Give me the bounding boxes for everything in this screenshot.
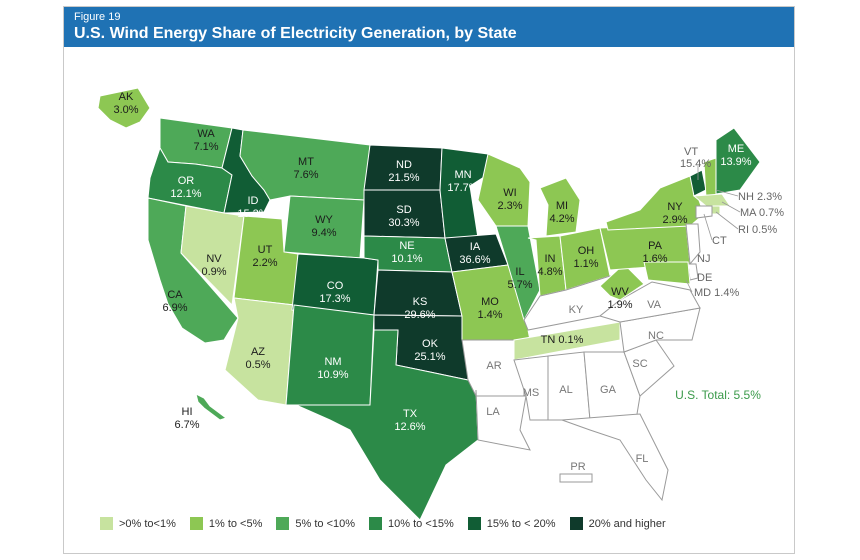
state-label-ar: AR	[486, 360, 501, 372]
state-label-or: OR 12.1%	[170, 175, 201, 200]
leader-line-nh	[715, 189, 739, 197]
state-label-ga: GA	[600, 384, 617, 396]
state-label-sc: SC	[632, 358, 647, 370]
state-label-al: AL	[559, 384, 572, 396]
state-label-ca: CA 6.9%	[162, 289, 187, 314]
state-ny	[605, 175, 705, 231]
leader-line-ri	[715, 211, 739, 230]
state-label-mi: MI 4.2%	[549, 200, 574, 225]
state-label-hi: HI 6.7%	[174, 406, 199, 431]
title-banner: Figure 19 U.S. Wind Energy Share of Elec…	[64, 7, 794, 47]
state-tx	[295, 329, 479, 521]
state-nm	[285, 304, 375, 406]
state-label-ne: NE 10.1%	[391, 240, 422, 265]
figure-number: Figure 19	[74, 11, 121, 23]
state-label-mt: MT 7.6%	[293, 156, 318, 181]
legend-item-c3: 10% to <15%	[369, 517, 454, 530]
state-ct	[695, 205, 713, 219]
leader-line-md	[685, 279, 693, 293]
state-label-pr: PR	[570, 461, 585, 473]
state-label-wv: WV 1.9%	[607, 286, 632, 311]
state-label-ak: AK 3.0%	[113, 91, 138, 116]
state-label-ny: NY 2.9%	[662, 201, 687, 226]
state-label-me: ME 13.9%	[720, 143, 751, 168]
state-label-vt: VT 15.4%	[680, 146, 711, 170]
us-total-label: U.S. Total: 5.5%	[675, 388, 761, 402]
state-label-nd: ND 21.5%	[388, 159, 419, 184]
state-label-tn: TN 0.1%	[541, 334, 584, 346]
state-tn	[513, 321, 621, 361]
state-label-ky: KY	[569, 304, 584, 316]
state-me	[715, 127, 761, 195]
state-label-md: MD 1.4%	[694, 287, 739, 299]
state-label-pa: PA 1.6%	[642, 240, 667, 265]
state-label-tx: TX 12.6%	[394, 408, 425, 433]
state-label-ma: MA 0.7%	[740, 207, 784, 219]
legend-label: 15% to < 20%	[486, 517, 556, 530]
state-label-az: AZ 0.5%	[245, 346, 270, 371]
state-label-ks: KS 29.6%	[404, 296, 435, 321]
legend-label: 1% to <5%	[208, 517, 263, 530]
state-ms	[513, 355, 549, 421]
state-ri	[711, 205, 721, 215]
state-label-fl: FL	[636, 453, 649, 465]
legend-swatch	[467, 517, 481, 530]
state-label-mo: MO 1.4%	[477, 296, 502, 321]
legend-item-c1: 1% to <5%	[189, 517, 263, 530]
legend-swatch	[189, 517, 203, 530]
legend-swatch	[569, 517, 583, 530]
state-la	[475, 389, 531, 451]
state-ga	[583, 351, 641, 421]
legend-item-c4: 15% to < 20%	[467, 517, 556, 530]
legend-label: >0% to<1%	[119, 517, 176, 530]
leader-line-ct	[703, 213, 713, 241]
state-label-id: ID 15.2%	[237, 195, 268, 220]
state-label-co: CO 17.3%	[319, 280, 350, 305]
state-label-ia: IA 36.6%	[459, 241, 490, 266]
state-label-de: DE	[697, 272, 712, 284]
state-md	[643, 261, 691, 285]
state-label-ct: CT	[712, 235, 727, 247]
legend-label: 5% to <10%	[295, 517, 356, 530]
state-label-nc: NC	[648, 330, 664, 342]
state-label-nh: NH 2.3%	[738, 191, 782, 203]
state-label-ok: OK 25.1%	[414, 338, 445, 363]
state-label-va: VA	[647, 299, 662, 311]
state-ak	[97, 87, 151, 129]
state-label-wi: WI 2.3%	[497, 187, 522, 212]
legend-item-c5: 20% and higher	[569, 517, 666, 530]
state-label-wy: WY 9.4%	[311, 214, 336, 239]
state-label-ut: UT 2.2%	[252, 244, 277, 269]
legend-item-c0: >0% to<1%	[100, 517, 176, 530]
state-fl	[561, 413, 669, 502]
state-label-la: LA	[486, 406, 500, 418]
state-label-nv: NV 0.9%	[201, 253, 226, 278]
figure-title: U.S. Wind Energy Share of Electricity Ge…	[74, 25, 517, 42]
state-label-oh: OH 1.1%	[573, 245, 598, 270]
state-hi	[195, 393, 228, 421]
legend-item-c2: 5% to <10%	[276, 517, 355, 530]
state-il	[495, 225, 541, 322]
map-legend: >0% to<1% 1% to <5% 5% to <10% 10% to <15% 1…	[100, 517, 666, 530]
state-pr	[559, 473, 593, 483]
state-nv	[180, 205, 245, 307]
state-label-nj: NJ	[697, 253, 710, 265]
leader-line-ma	[721, 201, 741, 213]
legend-swatch	[276, 517, 290, 530]
state-label-nm: NM 10.9%	[317, 356, 348, 381]
state-mi	[539, 177, 581, 237]
legend-label: 10% to <15%	[388, 517, 454, 530]
legend-swatch	[100, 517, 113, 530]
state-label-mn: MN 17.7%	[447, 169, 478, 194]
state-nj	[685, 223, 701, 266]
state-label-il: IL 5.7%	[507, 266, 532, 291]
state-label-wa: WA 7.1%	[193, 128, 218, 153]
state-label-ri: RI 0.5%	[738, 224, 777, 236]
state-label-in: IN 4.8%	[537, 253, 562, 278]
state-label-ms: MS	[523, 387, 540, 399]
legend-label: 20% and higher	[588, 517, 666, 530]
legend-swatch	[369, 517, 383, 530]
state-label-sd: SD 30.3%	[388, 204, 419, 229]
